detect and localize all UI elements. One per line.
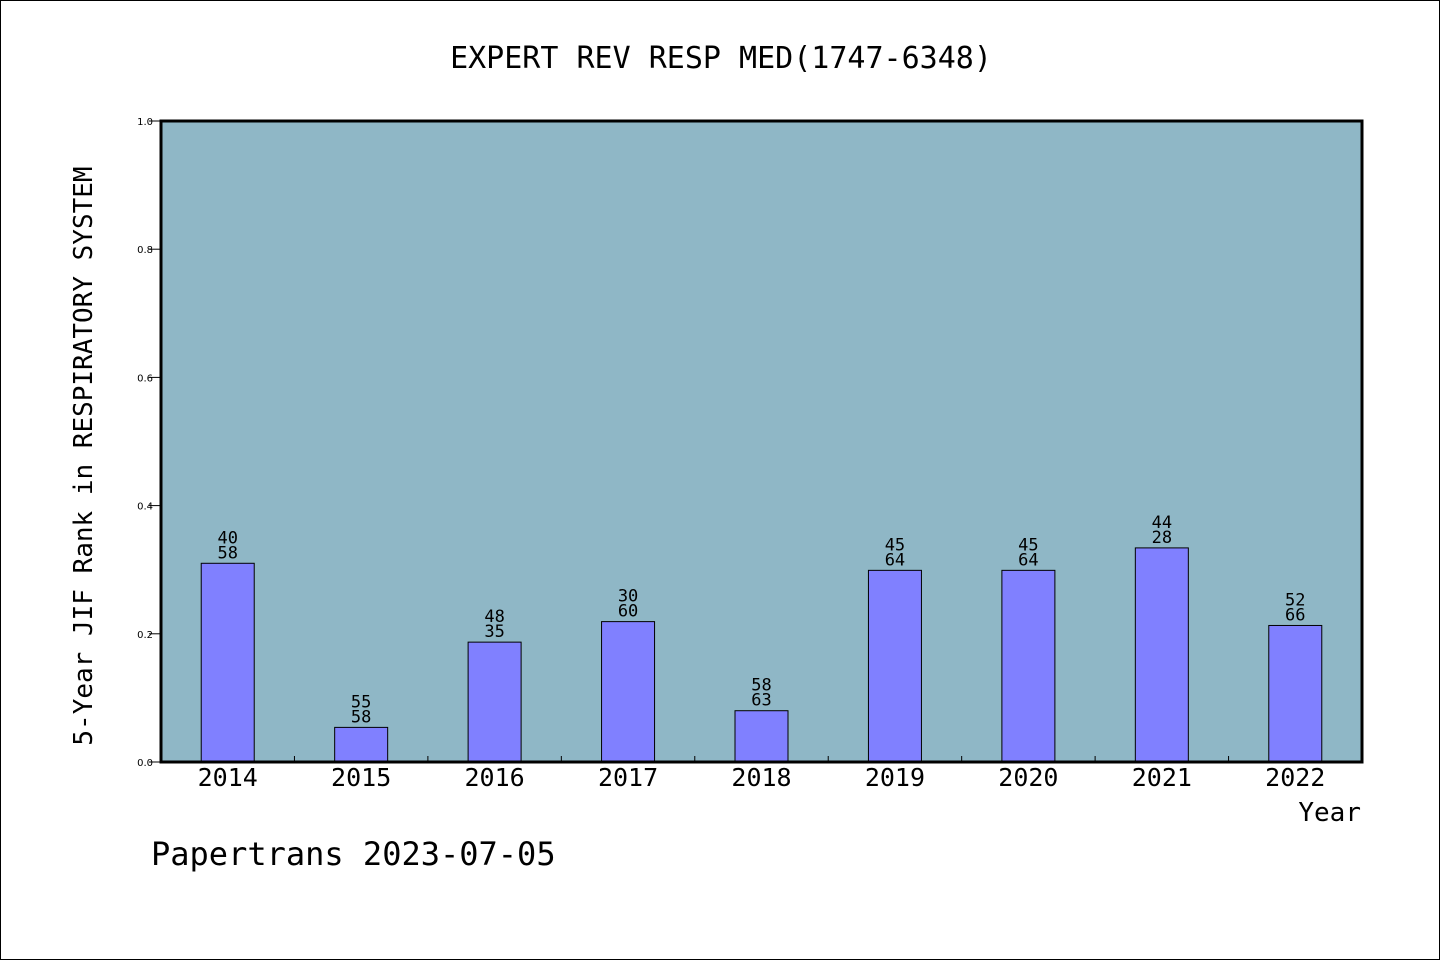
bar-label-top-2020: 45 [1018,535,1038,555]
x-tick-label-2015: 2015 [331,763,391,792]
bar-label-top-2018: 58 [751,676,771,696]
x-tick-label-2021: 2021 [1132,763,1192,792]
bar-label-top-2019: 45 [885,535,905,555]
y-tick-label-1.0: 1.0 [137,117,153,128]
bar-2018 [734,710,789,763]
bar-2022 [1268,624,1323,763]
plot-border [159,119,1364,764]
bar-label-bottom-2022: 66 [1285,605,1305,625]
x-tick-label-2014: 2014 [198,763,258,792]
bar-label-bottom-2021: 28 [1152,528,1172,548]
bar-label-bottom-2020: 64 [1018,550,1038,570]
y-tick-label-0.8: 0.8 [137,245,153,256]
bar-label-top-2022: 52 [1285,590,1305,610]
bar-2021 [1134,547,1189,763]
bar-2014 [200,562,255,763]
bar-label-top-2017: 30 [618,587,638,607]
bar-2017 [601,621,656,763]
y-tick-label-0.6: 0.6 [137,373,153,384]
x-tick-label-2016: 2016 [465,763,525,792]
bar-label-top-2016: 48 [484,607,504,627]
bar-label-bottom-2019: 64 [885,550,905,570]
chart-title: EXPERT REV RESP MED(1747-6348) [450,41,992,76]
bar-2015 [334,726,389,763]
bar-label-top-2015: 55 [351,692,371,712]
bar-2016 [467,641,522,763]
bar-label-bottom-2016: 35 [484,622,504,642]
x-tick-label-2022: 2022 [1265,763,1325,792]
x-tick-label-2017: 2017 [598,763,658,792]
x-tick-label-2019: 2019 [865,763,925,792]
x-axis: 2014 2015 2016 2017 2018 2019 2020 2021 2022 [198,756,1325,792]
x-tick-label-2018: 2018 [731,763,791,792]
y-axis: 0.0 0.2 0.4 0.6 0.8 1.0 [137,117,161,769]
bar-label-bottom-2018: 63 [751,691,771,711]
watermark-text: Papertrans 2023-07-05 [151,835,556,873]
bar-2019 [867,569,922,763]
y-axis-label: 5-Year JIF Rank in RESPIRATORY SYSTEM [69,166,99,745]
y-tick-label-0.0: 0.0 [137,758,153,769]
bar-label-bottom-2015: 58 [351,707,371,727]
y-tick-label-0.2: 0.2 [137,630,153,641]
bar-label-bottom-2014: 58 [217,543,237,563]
bar-label-top-2021: 44 [1152,513,1172,533]
bar-label-bottom-2017: 60 [618,602,638,622]
bars-group [200,547,1323,763]
x-tick-label-2020: 2020 [998,763,1058,792]
bar-2020 [1001,569,1056,763]
y-tick-label-0.4: 0.4 [137,502,153,513]
bar-label-top-2014: 40 [217,528,237,548]
x-axis-label: Year [1298,798,1361,828]
